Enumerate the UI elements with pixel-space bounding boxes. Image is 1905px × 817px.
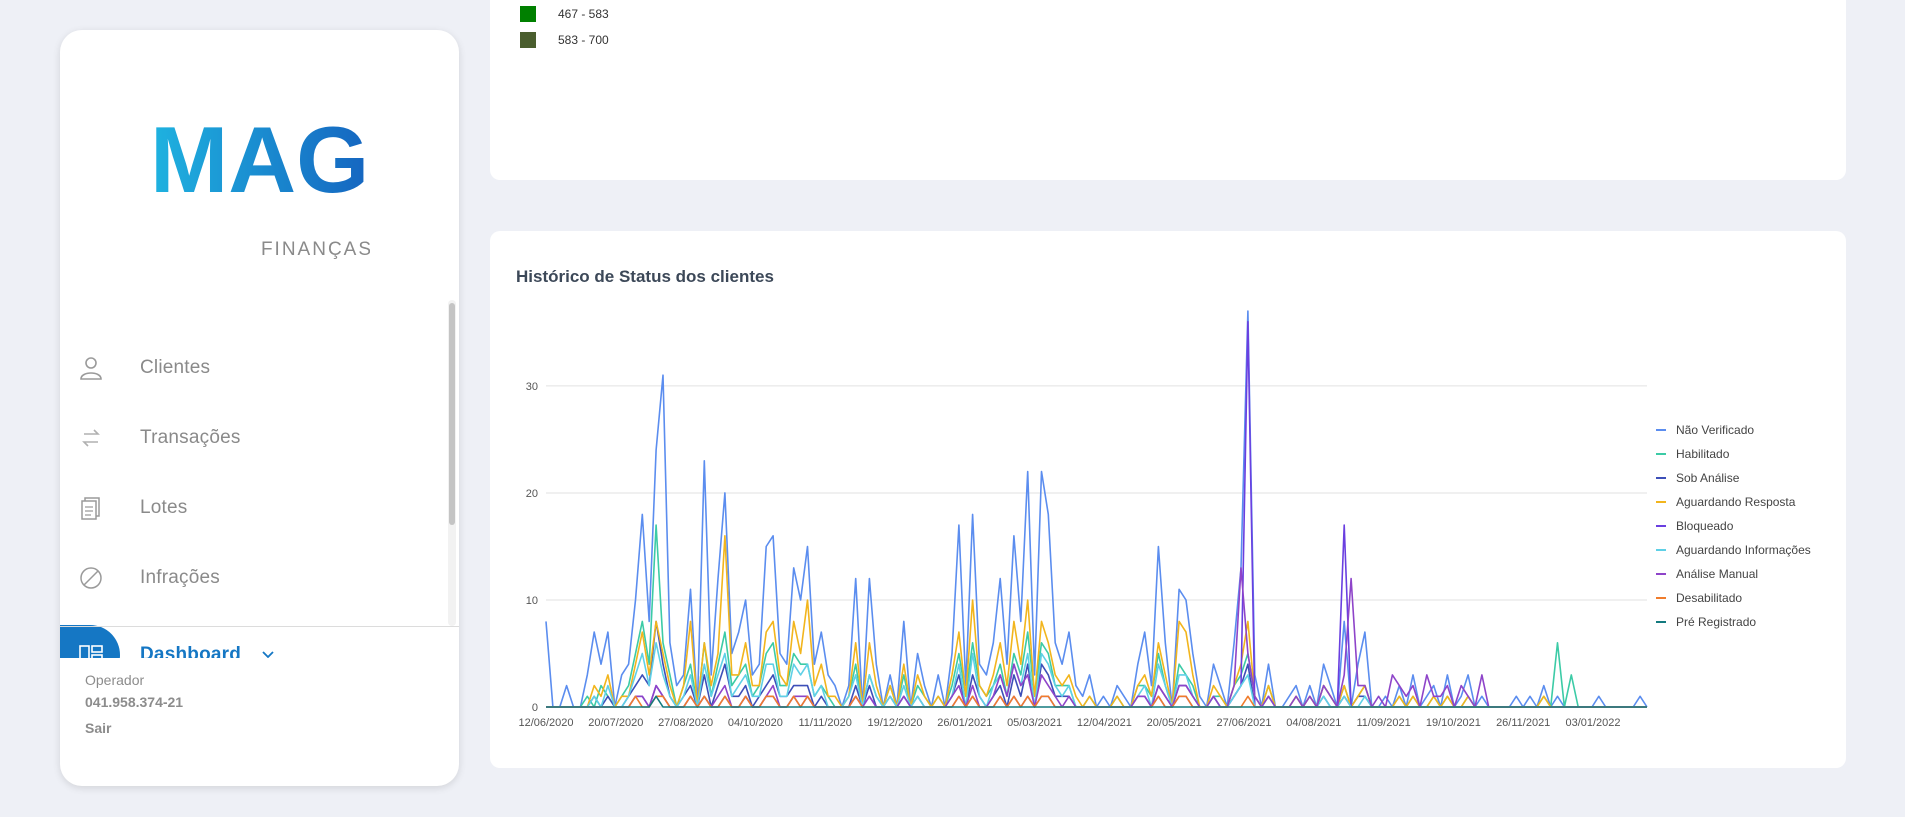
map-legend-label: 583 - 700	[558, 33, 609, 47]
status-history-chart: 0 10 20 30 12/06/2020 20/07/2020 27/08/2020 04/…	[518, 310, 1811, 729]
logo-brand: MAG	[150, 120, 369, 212]
legend-label: Sob Análise	[1676, 471, 1740, 485]
x-tick-label: 05/03/2021	[1007, 717, 1062, 729]
x-tick-label: 04/08/2021	[1286, 717, 1341, 729]
legend-label: Habilitado	[1676, 447, 1730, 461]
x-tick-label: 20/05/2021	[1147, 717, 1202, 729]
x-tick-label: 27/06/2021	[1216, 717, 1271, 729]
map-legend-item: 583 - 700	[520, 32, 609, 48]
chart-title: Histórico de Status dos clientes	[516, 267, 774, 286]
y-tick-label: 0	[532, 702, 538, 714]
sidebar-scrollbar-thumb[interactable]	[449, 303, 455, 525]
dashboard-icon	[79, 645, 103, 658]
legend-label: Desabilitado	[1676, 591, 1742, 605]
x-tick-label: 20/07/2020	[588, 717, 643, 729]
logo-tagline: FINANÇAS	[261, 239, 370, 260]
footer-divider	[60, 626, 459, 627]
chevron-down-icon	[262, 651, 274, 658]
mag-logo: MAG FINANÇAS	[150, 107, 371, 270]
legend-label: Não Verificado	[1676, 423, 1754, 437]
x-tick-label: 03/01/2022	[1565, 717, 1620, 729]
x-tick-label: 27/08/2020	[658, 717, 713, 729]
x-tick-label: 12/04/2021	[1077, 717, 1132, 729]
logout-link[interactable]: Sair	[85, 720, 112, 736]
documents-icon	[81, 497, 100, 520]
x-tick-label: 04/10/2020	[728, 717, 783, 729]
series-line	[545, 310, 1648, 708]
sidebar-menu: Clientes Transações Lotes Infrações	[60, 300, 459, 658]
y-tick-label: 20	[526, 488, 538, 500]
map-legend-swatch	[520, 6, 536, 22]
sidebar-item-lotes[interactable]: Lotes	[60, 478, 440, 538]
x-tick-label: 26/11/2021	[1496, 717, 1550, 729]
map-card: 467 - 583 583 - 700	[490, 0, 1846, 180]
status-history-card: Histórico de Status dos clientes 0 10 20 30…	[490, 231, 1846, 768]
y-tick-label: 30	[526, 381, 538, 393]
legend-label: Aguardando Informações	[1676, 543, 1811, 557]
sidebar-item-clientes[interactable]: Clientes	[60, 338, 440, 398]
sidebar-item-infracoes[interactable]: Infrações	[60, 548, 440, 608]
x-tick-label: 19/12/2020	[867, 717, 922, 729]
sidebar-item-label: Infrações	[140, 567, 220, 588]
sidebar-item-label: Lotes	[140, 497, 188, 518]
x-tick-label: 26/01/2021	[937, 717, 992, 729]
sidebar-item-transacoes[interactable]: Transações	[60, 408, 440, 468]
legend-label: Análise Manual	[1676, 567, 1758, 581]
transfer-icon	[82, 429, 100, 447]
sidebar-item-label: Clientes	[140, 357, 211, 378]
y-tick-label: 10	[526, 595, 538, 607]
operator-id: 041.958.374-21	[85, 694, 184, 710]
map-legend-label: 467 - 583	[558, 7, 609, 21]
series-line	[546, 534, 1647, 708]
map-legend-item: 467 - 583	[520, 6, 609, 22]
series-line	[546, 524, 1647, 708]
forbidden-icon	[80, 567, 102, 589]
user-icon	[80, 357, 102, 380]
logo-mark: MAG FINANÇAS	[150, 107, 371, 260]
x-tick-label: 12/06/2020	[518, 717, 573, 729]
x-tick-label: 19/10/2021	[1426, 717, 1481, 729]
sidebar-item-label: Transações	[140, 427, 241, 448]
legend-label: Bloqueado	[1676, 519, 1734, 533]
sidebar-item-dashboard[interactable]: Dashboard	[60, 625, 440, 658]
series-line	[546, 695, 1647, 708]
sidebar: MAG FINANÇAS Clientes Transações Lotes	[60, 30, 459, 786]
x-tick-label: 11/11/2020	[798, 717, 851, 729]
legend-label: Aguardando Resposta	[1676, 495, 1796, 509]
operator-label: Operador	[85, 672, 145, 688]
legend-label: Pré Registrado	[1676, 615, 1756, 629]
x-tick-label: 11/09/2021	[1356, 717, 1410, 729]
sidebar-item-label: Dashboard	[140, 644, 242, 658]
map-legend-swatch	[520, 32, 536, 48]
